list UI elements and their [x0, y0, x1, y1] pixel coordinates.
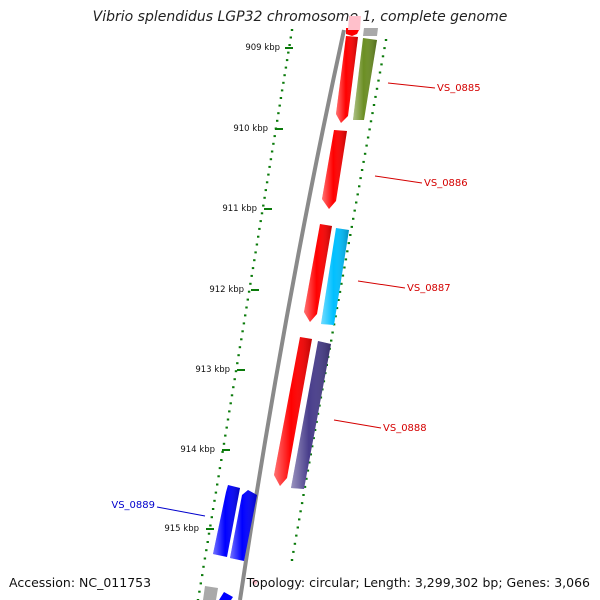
gloss [213, 485, 240, 557]
label-leader [156, 506, 206, 517]
tick-label: 909 kbp [245, 43, 280, 53]
feature-layer [203, 16, 378, 600]
gene-label-vs0887[interactable]: VS_0887 [407, 283, 451, 294]
gloss [274, 337, 312, 486]
tick-label: 911 kbp [222, 204, 257, 214]
gene-label-vs0888[interactable]: VS_0888 [383, 423, 427, 434]
gene-arrow[interactable] [348, 16, 361, 30]
accession-text: Accession: NC_011753 [9, 575, 152, 590]
label-leader [333, 419, 382, 429]
gloss [230, 490, 257, 561]
gloss [291, 341, 331, 489]
gene-label-layer: VS_0885 VS_0886 VS_0887 VS_0888 VS_0889 [111, 82, 481, 517]
tick-label: 913 kbp [195, 365, 230, 375]
tick-label: 915 kbp [164, 524, 199, 534]
label-leader [357, 280, 406, 289]
label-leader [387, 82, 436, 89]
tick-label-layer: 909 kbp 910 kbp 911 kbp 912 kbp 913 kbp … [164, 43, 280, 534]
gene-arrow[interactable] [252, 579, 258, 585]
gloss [353, 38, 377, 120]
tick-label: 910 kbp [233, 124, 268, 134]
tick-label: 912 kbp [209, 285, 244, 295]
gene-label-vs0885[interactable]: VS_0885 [437, 83, 481, 94]
gene-label-vs0886[interactable]: VS_0886 [424, 178, 468, 189]
label-leader [374, 175, 423, 184]
gene-arrow[interactable] [219, 592, 233, 600]
genome-backbone [238, 29, 346, 600]
gene-arrow[interactable] [203, 586, 218, 600]
gloss [321, 228, 349, 325]
gene-label-vs0889[interactable]: VS_0889 [111, 500, 155, 511]
tick-label: 914 kbp [180, 445, 215, 455]
map-title: Vibrio splendidus LGP32 chromosome 1, co… [92, 9, 508, 25]
gloss [322, 130, 347, 209]
gene-arrow[interactable] [363, 28, 378, 36]
gloss [336, 36, 358, 123]
topology-summary: Topology: circular; Length: 3,299,302 bp… [246, 575, 590, 590]
gloss [304, 224, 332, 322]
